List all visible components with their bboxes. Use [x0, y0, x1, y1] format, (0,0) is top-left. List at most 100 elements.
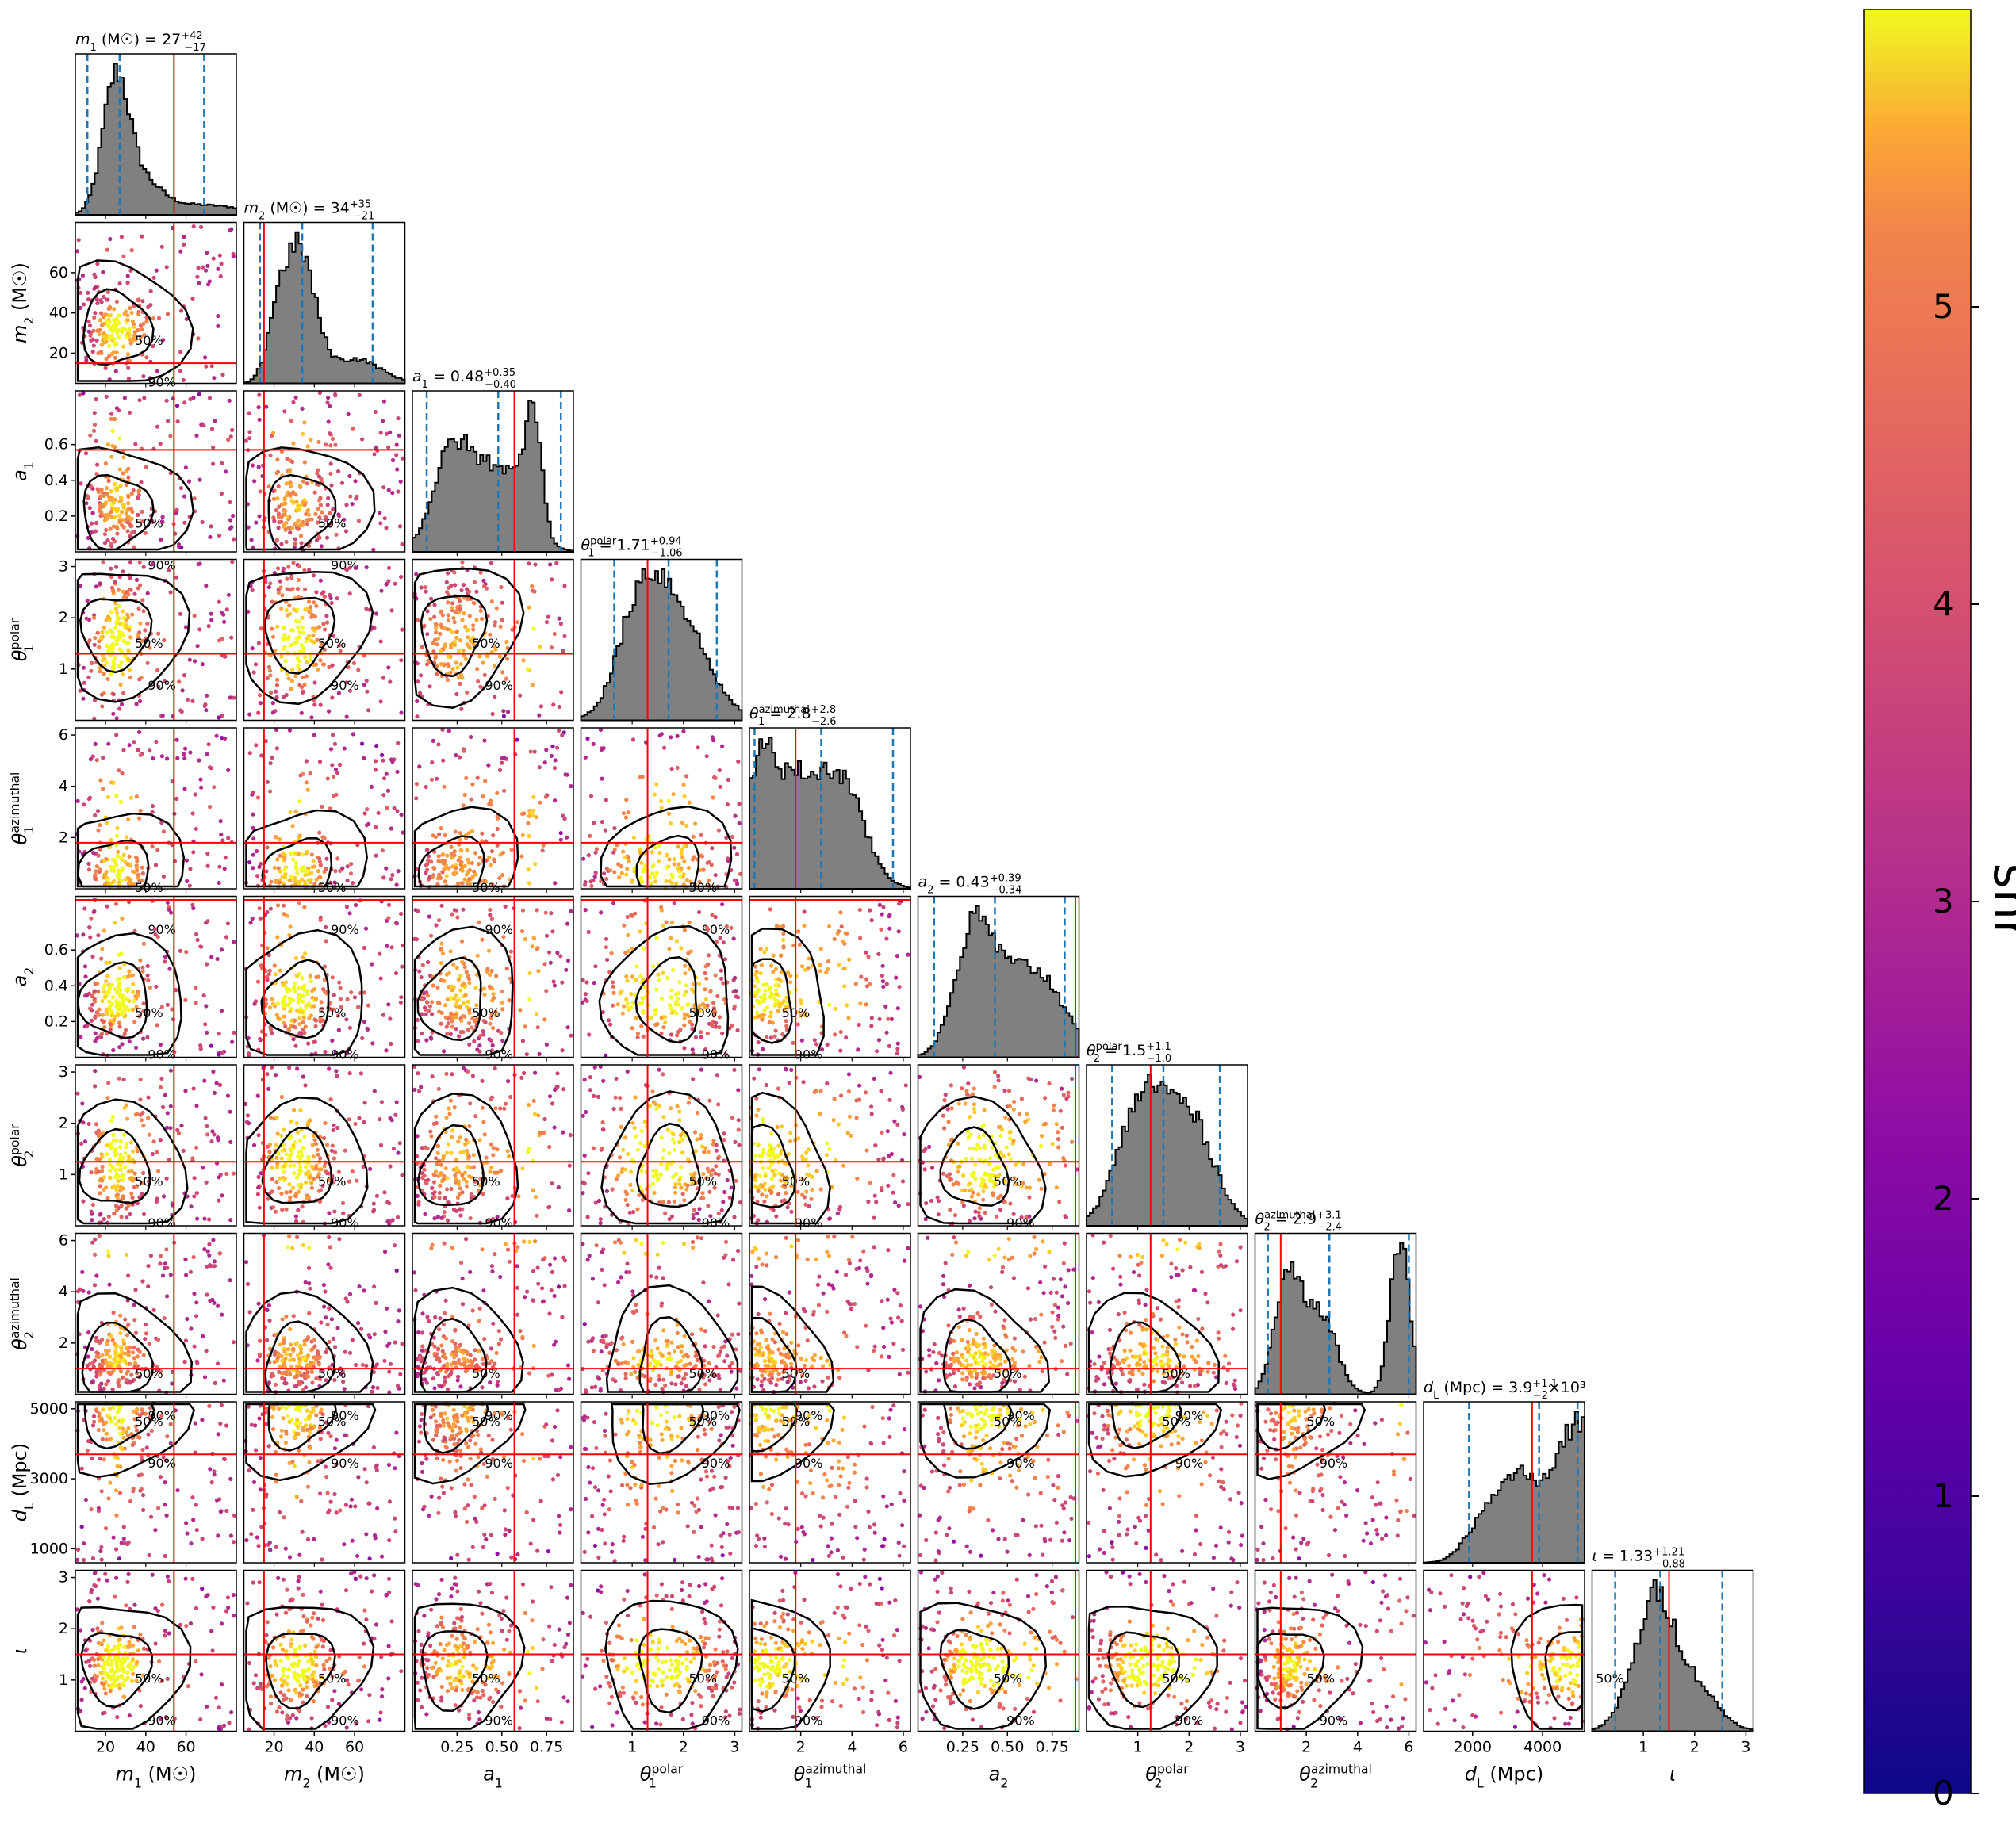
scatter-point [268, 673, 273, 678]
scatter-point [386, 902, 392, 907]
scatter-point [121, 997, 125, 1002]
scatter-point [328, 511, 332, 516]
scatter-point [99, 488, 104, 492]
scatter-point [90, 1002, 95, 1007]
scatter-point [297, 484, 302, 488]
scatter-point [279, 1133, 284, 1138]
scatter-point [95, 487, 100, 492]
scatter-point [444, 1071, 449, 1076]
scatter-point [491, 1146, 496, 1150]
scatter-point [144, 465, 148, 469]
scatter-point [722, 957, 728, 962]
scatter-point [282, 856, 287, 861]
scatter-point [442, 867, 447, 872]
scatter-point [581, 978, 585, 982]
contour-label-50: 50% [318, 880, 347, 895]
scatter-point [94, 1122, 99, 1127]
scatter-point [635, 1207, 640, 1212]
scatter-point [435, 776, 439, 781]
scatter-point [458, 681, 462, 687]
scatter-point [630, 737, 636, 742]
scatter-point [659, 996, 665, 1001]
scatter-point [179, 545, 184, 550]
scatter-point [631, 835, 637, 840]
scatter-point [306, 878, 311, 882]
scatter-point [101, 560, 105, 565]
scatter-point [680, 821, 685, 825]
scatter-point [151, 316, 155, 321]
scatter-point [832, 936, 837, 941]
scatter-point [108, 526, 113, 531]
scatter-point [485, 967, 490, 971]
scatter-point [758, 994, 763, 1000]
scatter-point [251, 836, 256, 841]
scatter-point [159, 1076, 164, 1081]
scatter-point [486, 763, 491, 768]
scatter-point [635, 1031, 641, 1036]
scatter-point [222, 736, 228, 741]
scatter-point [87, 638, 92, 643]
scatter-point [201, 423, 206, 428]
scatter-point [347, 591, 352, 596]
scatter-point [812, 1038, 817, 1043]
scatter-point [695, 1211, 699, 1215]
scatter-point [160, 714, 165, 718]
scatter-point [710, 1168, 715, 1173]
scatter-point [145, 973, 150, 978]
scatter-point [500, 760, 504, 765]
scatter-point [768, 1010, 774, 1015]
scatter-point [395, 467, 400, 472]
scatter-point [200, 662, 205, 667]
y-tick-label: 20 [49, 344, 68, 362]
scatter-point [758, 947, 763, 951]
scatter-point [95, 981, 100, 986]
panel-theta1polar-theta1polar: θpolar 1 = 1.71+0.94 −1.06 [580, 535, 743, 725]
scatter-point [132, 998, 136, 1003]
scatter-point [151, 756, 155, 761]
scatter-point [282, 867, 287, 871]
panel-frame [243, 390, 406, 553]
scatter-point [295, 1130, 301, 1135]
scatter-point [116, 1013, 121, 1018]
scatter-point [311, 633, 316, 638]
scatter-point [209, 1139, 214, 1144]
scatter-point [634, 978, 638, 982]
scatter-point [205, 863, 210, 868]
scatter-point [286, 613, 290, 618]
scatter-point [626, 1151, 630, 1157]
scatter-point [495, 791, 500, 796]
scatter-point [246, 525, 251, 530]
scatter-point [187, 883, 192, 888]
scatter-point [757, 1154, 763, 1158]
scatter-point [420, 997, 424, 1002]
scatter-point [554, 1084, 560, 1089]
scatter-point [130, 612, 135, 617]
scatter-point [217, 1032, 221, 1036]
scatter-point [201, 265, 205, 270]
scatter-point [431, 1172, 436, 1177]
scatter-point [266, 1086, 271, 1091]
scatter-point [551, 702, 556, 707]
scatter-point [302, 905, 307, 909]
scatter-point [680, 1150, 685, 1155]
scatter-point [218, 274, 223, 279]
scatter-point [527, 997, 532, 1002]
scatter-point [670, 1137, 676, 1142]
scatter-point [588, 1088, 592, 1093]
scatter-point [302, 420, 307, 425]
scatter-point [295, 1066, 300, 1071]
scatter-point [92, 698, 98, 702]
scatter-point [141, 374, 146, 379]
scatter-point [121, 569, 125, 574]
scatter-point [231, 513, 236, 519]
scatter-point [125, 508, 130, 513]
scatter-point [672, 901, 676, 905]
scatter-point [313, 511, 318, 517]
scatter-point [168, 1068, 173, 1073]
scatter-point [543, 910, 548, 915]
scatter-point [450, 601, 455, 606]
scatter-point [437, 1196, 442, 1200]
scatter-point [618, 1096, 623, 1101]
scatter-point [308, 605, 312, 610]
scatter-point [330, 1038, 335, 1043]
